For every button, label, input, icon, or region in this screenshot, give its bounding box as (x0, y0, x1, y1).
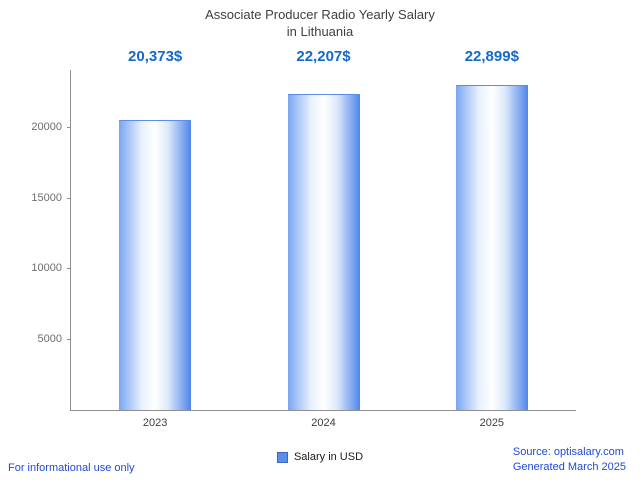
bar-2023 (119, 120, 192, 410)
chart-title: Associate Producer Radio Yearly Salary i… (0, 7, 640, 41)
x-axis-label-2025: 2025 (479, 417, 505, 429)
y-tick-label-10000: 10000 (31, 262, 62, 275)
value-label-2025: 22,899$ (464, 48, 519, 65)
y-tick-mark-20000 (67, 126, 71, 128)
source-text: Source: optisalary.com (512, 446, 624, 458)
legend-swatch-icon (276, 451, 288, 463)
source-block: Source: optisalary.com Generated March 2… (513, 445, 626, 475)
y-tick-mark-5000 (67, 339, 71, 341)
x-axis-label-2024: 2024 (311, 417, 336, 429)
x-axis-label-2023: 2023 (142, 417, 168, 429)
y-tick-label-5000: 5000 (37, 333, 62, 346)
plot-area: 20,373$ 2023 22,207$ 2024 22,899$ 2025 5000 100… (31, 48, 576, 429)
chart-title-line2: in Lithuania (286, 23, 354, 39)
legend: Salary in USD (0, 451, 640, 463)
value-label-2024: 22,207$ (296, 48, 351, 65)
y-tick-mark-15000 (67, 197, 71, 199)
legend-label: Salary in USD (293, 451, 364, 463)
y-tick-label-20000: 20000 (31, 120, 62, 133)
chart-title-line1: Associate Producer Radio Yearly Salary (205, 7, 435, 22)
value-label-2023: 20,373$ (128, 48, 183, 65)
disclaimer-text: For informational use only (8, 462, 135, 474)
generated-text: Generated March 2025 (512, 461, 626, 473)
bar-2025 (455, 85, 528, 410)
y-tick-label-15000: 15000 (31, 191, 62, 204)
y-tick-mark-10000 (67, 268, 71, 270)
bar-2024 (287, 94, 360, 410)
